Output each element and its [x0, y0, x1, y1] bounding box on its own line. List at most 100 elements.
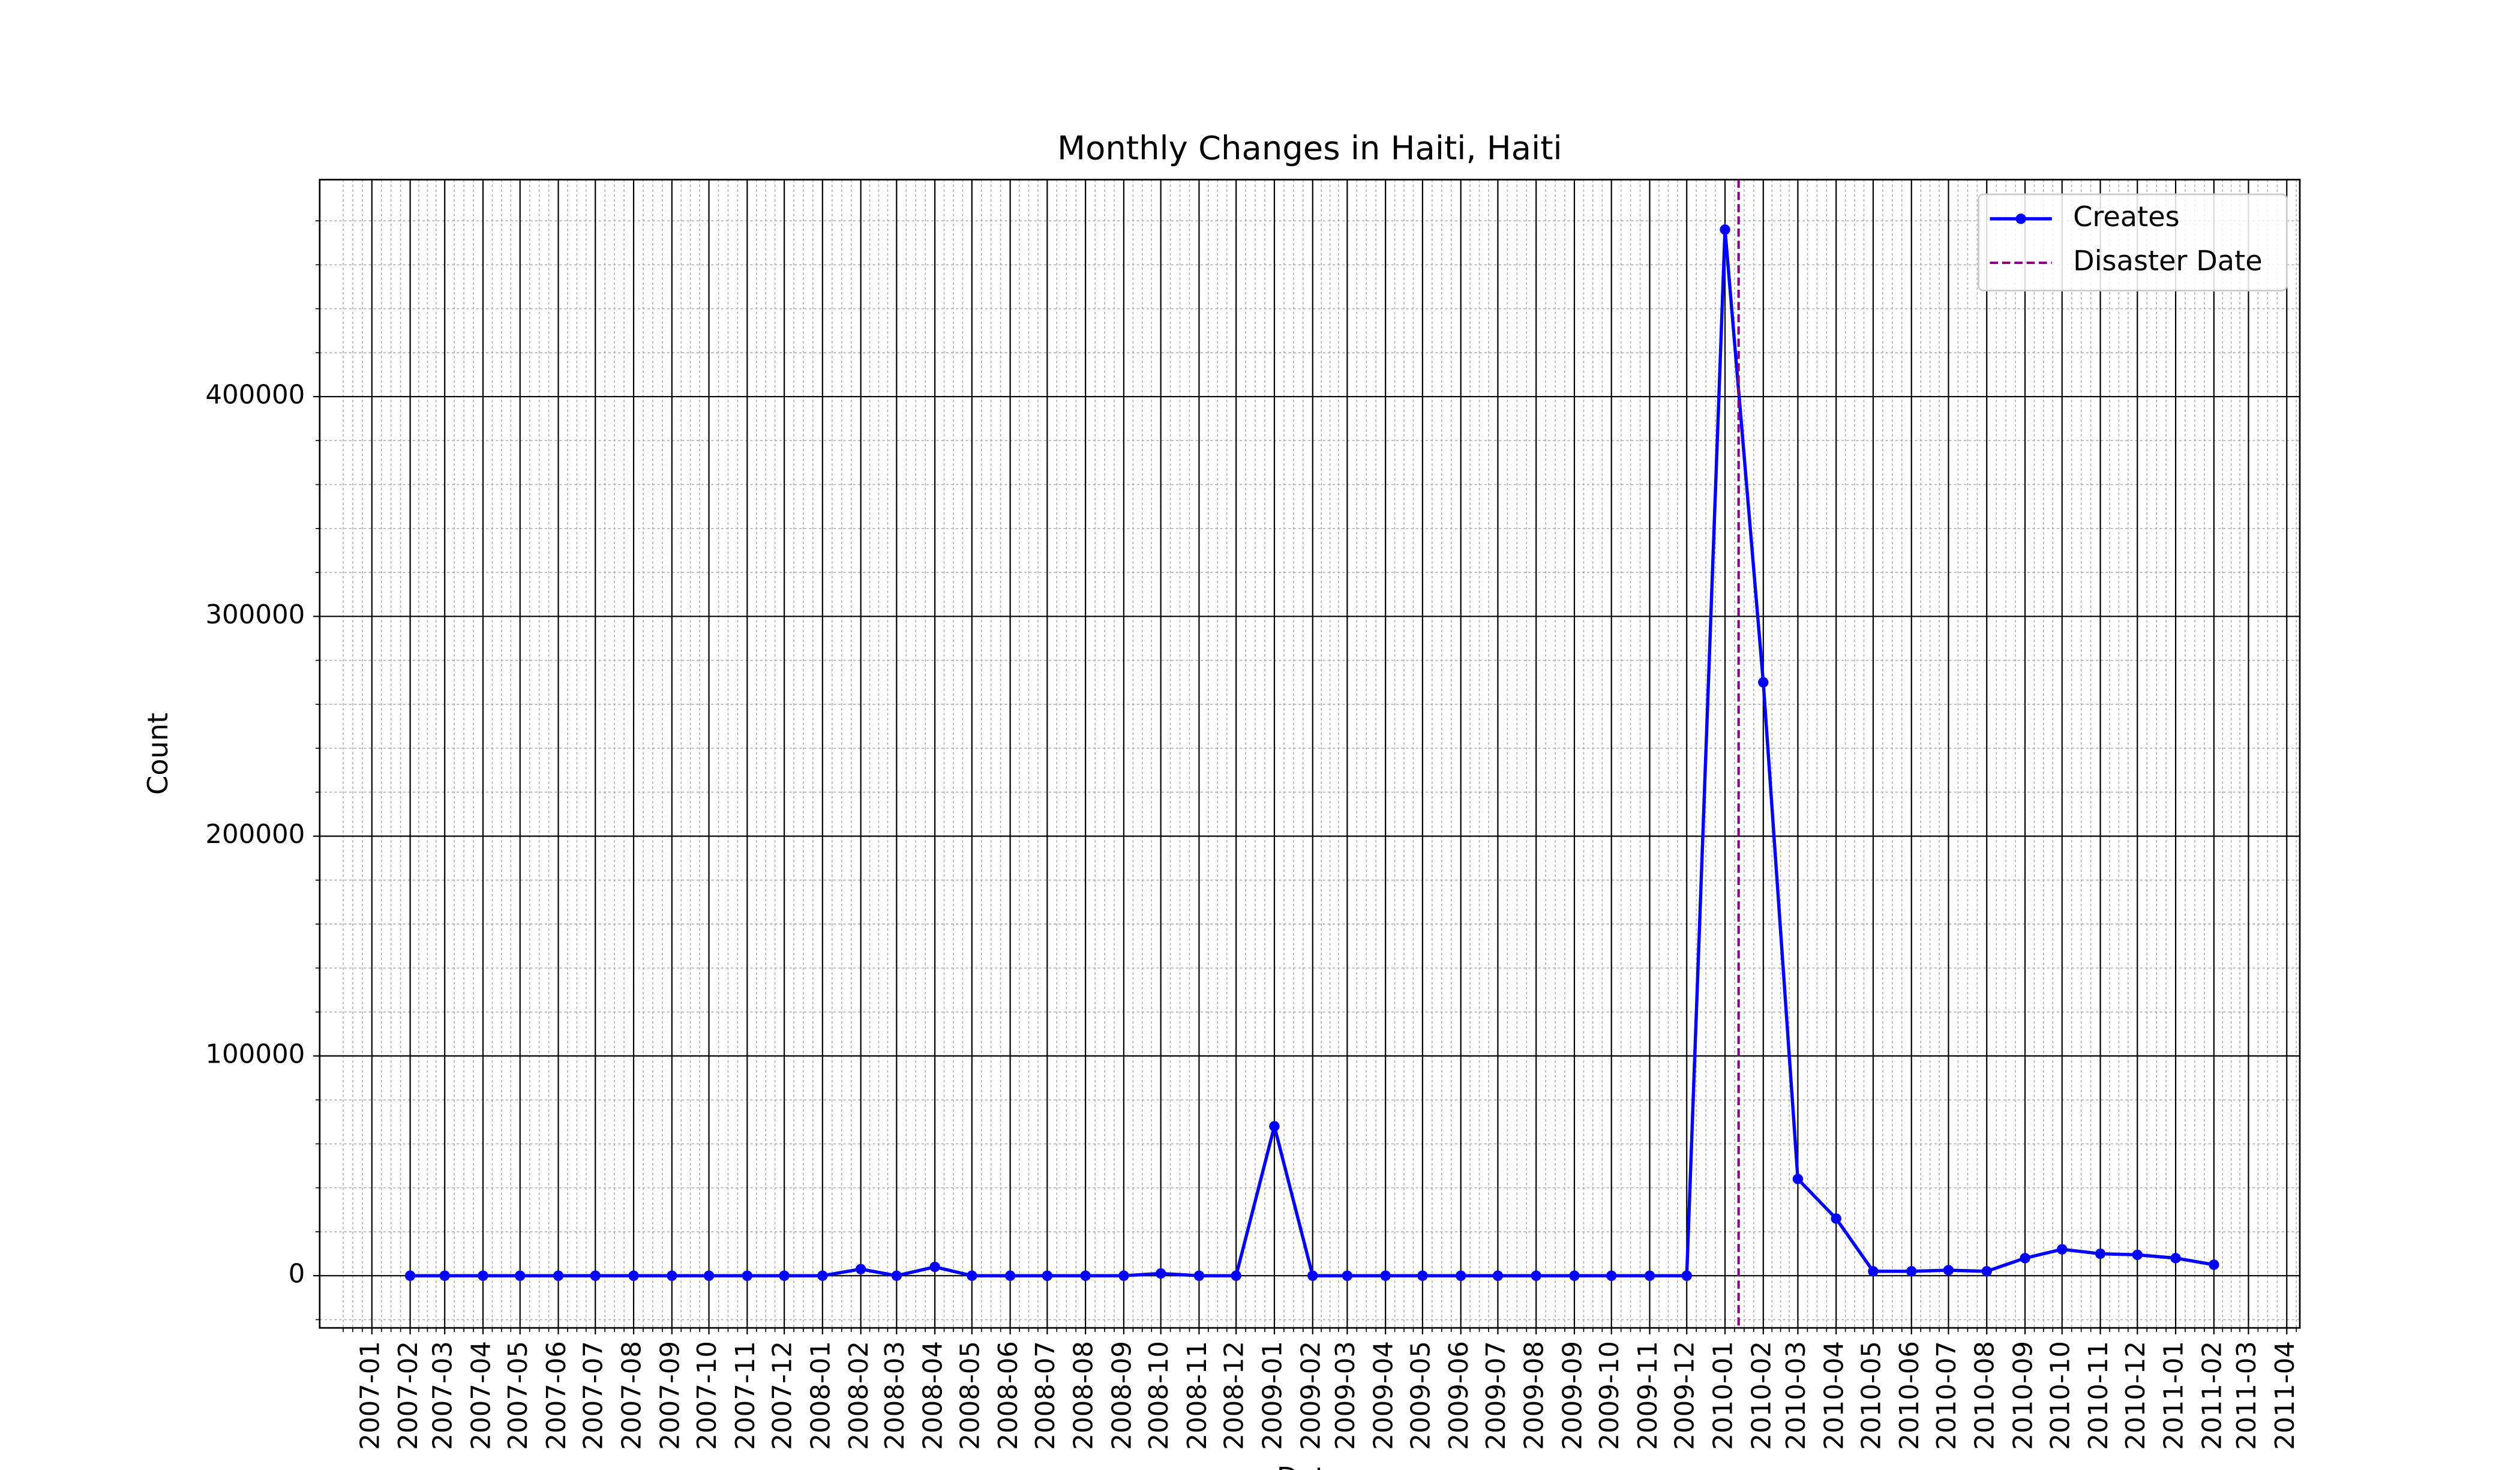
legend-label: Disaster Date — [2073, 245, 2263, 277]
data-point — [1606, 1270, 1617, 1281]
legend-marker — [2015, 213, 2026, 224]
x-tick-label: 2010-01 — [1709, 1341, 1739, 1450]
x-tick-label: 2009-06 — [1444, 1341, 1474, 1450]
legend-label: Creates — [2073, 200, 2180, 233]
data-point — [1417, 1270, 1428, 1281]
x-tick-label: 2007-02 — [394, 1341, 424, 1450]
data-point — [967, 1270, 977, 1281]
data-point — [2170, 1253, 2181, 1264]
data-point — [2132, 1249, 2143, 1261]
x-tick-label: 2008-01 — [806, 1341, 836, 1450]
x-tick-label: 2009-11 — [1633, 1341, 1663, 1450]
y-tick-label: 0 — [289, 1259, 305, 1289]
data-point — [1943, 1265, 1954, 1276]
x-tick-label: 2010-10 — [2045, 1341, 2075, 1450]
data-point — [1269, 1121, 1280, 1132]
data-point — [1042, 1270, 1053, 1281]
x-tick-label: 2008-03 — [880, 1341, 910, 1450]
x-tick-label: 2007-05 — [503, 1341, 533, 1450]
x-tick-label: 2009-04 — [1369, 1341, 1399, 1450]
data-point — [742, 1270, 753, 1281]
x-tick-label: 2010-09 — [2009, 1341, 2039, 1450]
x-tick-label: 2007-07 — [579, 1341, 609, 1450]
data-point — [1155, 1268, 1166, 1279]
x-tick-label: 2008-02 — [844, 1341, 874, 1450]
x-tick-label: 2008-10 — [1144, 1341, 1174, 1450]
x-tick-label: 2007-09 — [655, 1341, 685, 1450]
x-tick-label: 2009-07 — [1481, 1341, 1511, 1450]
data-point — [817, 1270, 828, 1281]
x-tick-label: 2007-06 — [542, 1341, 572, 1450]
axes-frame — [319, 179, 2301, 1329]
x-tick-label: 2011-04 — [2270, 1341, 2300, 1450]
x-tick-label: 2008-11 — [1183, 1341, 1213, 1450]
data-point — [1831, 1213, 1841, 1224]
data-point — [1380, 1270, 1391, 1281]
x-tick-label: 2010-03 — [1781, 1341, 1811, 1450]
data-point — [779, 1270, 790, 1281]
x-tick-label: 2007-10 — [692, 1341, 722, 1450]
x-tick-label: 2010-06 — [1895, 1341, 1925, 1450]
data-point — [515, 1270, 526, 1281]
y-tick-label: 100000 — [205, 1039, 305, 1069]
data-point — [2095, 1248, 2106, 1259]
data-point — [590, 1270, 601, 1281]
x-tick-label: 2008-09 — [1107, 1341, 1137, 1450]
data-point — [1080, 1270, 1091, 1281]
x-tick-label: 2010-07 — [1932, 1341, 1962, 1450]
x-tick-label: 2007-01 — [355, 1341, 385, 1450]
chart-title: Monthly Changes in Haiti, Haiti — [1057, 130, 1562, 167]
y-tick-label: 400000 — [205, 380, 305, 410]
x-tick-label: 2009-12 — [1670, 1341, 1700, 1450]
data-point — [1681, 1270, 1692, 1281]
data-point — [1644, 1270, 1655, 1281]
data-point — [628, 1270, 639, 1281]
x-tick-label: 2007-08 — [617, 1341, 647, 1450]
x-tick-label: 2011-01 — [2159, 1341, 2189, 1450]
data-point — [1492, 1270, 1504, 1281]
data-point — [1307, 1270, 1318, 1281]
data-point — [1004, 1270, 1016, 1281]
x-tick-label: 2009-02 — [1296, 1341, 1326, 1450]
data-point — [1868, 1266, 1879, 1277]
data-point — [1569, 1270, 1580, 1281]
x-tick-label: 2007-03 — [428, 1341, 458, 1450]
data-point — [667, 1270, 677, 1281]
x-tick-label: 2009-05 — [1406, 1341, 1436, 1450]
x-tick-label: 2010-11 — [2084, 1341, 2114, 1450]
x-tick-label: 2011-03 — [2232, 1341, 2262, 1450]
data-point — [1342, 1270, 1353, 1281]
y-tick-label: 300000 — [205, 600, 305, 630]
x-tick-label: 2009-09 — [1558, 1341, 1588, 1450]
x-tick-label: 2008-04 — [919, 1341, 949, 1450]
legend-box — [1978, 193, 2288, 292]
data-point — [1118, 1270, 1129, 1281]
data-point — [1231, 1270, 1241, 1281]
data-point — [1906, 1266, 1917, 1277]
y-tick-label: 200000 — [205, 820, 305, 850]
data-point — [1981, 1266, 1992, 1277]
x-tick-label: 2011-02 — [2197, 1341, 2227, 1450]
y-axis-label: Count — [142, 713, 174, 795]
grid — [319, 179, 2300, 1328]
x-tick-label: 2010-12 — [2121, 1341, 2151, 1450]
x-tick-label: 2010-02 — [1747, 1341, 1777, 1450]
data-point — [439, 1270, 450, 1281]
x-tick-label: 2007-11 — [731, 1341, 761, 1450]
data-point — [478, 1270, 488, 1281]
x-tick-label: 2010-04 — [1820, 1341, 1850, 1450]
data-point — [2020, 1253, 2030, 1264]
data-point — [2209, 1259, 2219, 1270]
data-point — [855, 1264, 866, 1274]
x-axis-label: Date — [1277, 1461, 1343, 1470]
data-point — [1455, 1270, 1466, 1281]
x-tick-label: 2009-10 — [1595, 1341, 1625, 1450]
x-tick-label: 2010-08 — [1970, 1341, 2000, 1450]
x-tick-label: 2007-04 — [466, 1341, 496, 1450]
x-tick-label: 2009-08 — [1520, 1341, 1550, 1450]
data-point — [1531, 1270, 1541, 1281]
data-point — [703, 1270, 715, 1281]
data-point — [2057, 1244, 2068, 1255]
